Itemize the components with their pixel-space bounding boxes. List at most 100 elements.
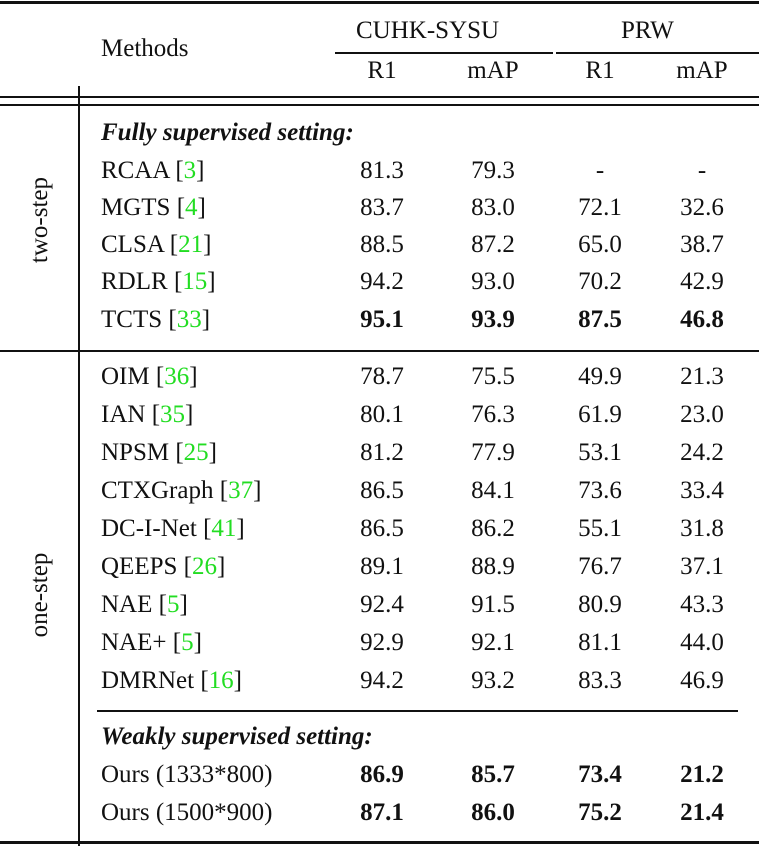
prw-r1: - [595, 157, 605, 184]
prw-r1: 81.1 [578, 629, 622, 656]
cuhk-r1: 86.5 [360, 477, 404, 504]
citation-link[interactable]: 26 [191, 553, 217, 580]
prw-header: PRW [621, 17, 674, 44]
prw-r1: 73.4 [578, 761, 622, 788]
cuhk-r1: 92.9 [360, 629, 404, 656]
weak-cmidrule [97, 710, 738, 712]
prw-r1: 61.9 [578, 401, 622, 428]
cuhk-cmidrule [335, 52, 553, 54]
prw-cmidrule [556, 52, 759, 54]
cuhk-map: 79.3 [471, 157, 515, 184]
cuhk-map-header: mAP [467, 57, 519, 84]
cuhk-map: 87.2 [471, 231, 515, 258]
method-name: IAN [35] [101, 401, 194, 428]
prw-map-header: mAP [676, 57, 728, 84]
two-step-label: two-step [26, 176, 53, 264]
method-name: Ours (1333*800) [101, 761, 273, 788]
cuhk-r1: 89.1 [360, 553, 404, 580]
prw-r1: 55.1 [578, 515, 622, 542]
prw-map: 37.1 [680, 553, 724, 580]
citation-link[interactable]: 25 [183, 439, 209, 466]
cuhk-sysu-header: CUHK-SYSU [356, 17, 500, 44]
prw-map: 21.2 [680, 761, 724, 788]
prw-map: 38.7 [680, 231, 724, 258]
citation-link[interactable]: 5 [166, 591, 180, 618]
cuhk-map: 86.2 [471, 515, 515, 542]
cuhk-r1-header: R1 [367, 57, 397, 84]
method-name: NAE [5] [101, 591, 188, 618]
citation-link[interactable]: 21 [178, 231, 204, 258]
header-double-rule-1 [0, 96, 759, 98]
cuhk-map: 84.1 [471, 477, 515, 504]
bottom-rule [0, 841, 759, 844]
method-name: CTXGraph [37] [101, 477, 262, 504]
method-name: TCTS [33] [101, 306, 211, 333]
prw-r1: 80.9 [578, 591, 622, 618]
cuhk-map: 86.0 [471, 799, 515, 826]
cuhk-r1: 81.2 [360, 439, 404, 466]
cuhk-map: 85.7 [471, 761, 515, 788]
prw-map: 46.9 [680, 667, 724, 694]
prw-r1: 73.6 [578, 477, 622, 504]
cuhk-r1: 86.5 [360, 515, 404, 542]
methods-header: Methods [101, 35, 189, 62]
prw-r1: 72.1 [578, 194, 622, 221]
cuhk-r1: 87.1 [360, 799, 404, 826]
prw-map: 21.3 [680, 363, 724, 390]
cuhk-r1: 86.9 [360, 761, 404, 788]
cuhk-map: 77.9 [471, 439, 515, 466]
cuhk-r1: 94.2 [360, 268, 404, 295]
cuhk-r1: 78.7 [360, 363, 404, 390]
citation-link[interactable]: 35 [160, 401, 186, 428]
prw-r1: 87.5 [578, 306, 622, 333]
method-name: OIM [36] [101, 363, 198, 390]
prw-r1: 53.1 [578, 439, 622, 466]
method-name: Ours (1500*900) [101, 799, 273, 826]
cuhk-r1: 92.4 [360, 591, 404, 618]
prw-r1-header: R1 [585, 57, 615, 84]
cuhk-r1: 95.1 [360, 306, 404, 333]
method-name: RDLR [15] [101, 268, 216, 295]
prw-map: 31.8 [680, 515, 724, 542]
citation-link[interactable]: 33 [176, 306, 202, 333]
cuhk-r1: 88.5 [360, 231, 404, 258]
method-name: NAE+ [5] [101, 629, 202, 656]
cuhk-map: 91.5 [471, 591, 515, 618]
method-name: MGTS [4] [101, 194, 206, 221]
top-rule [0, 1, 759, 4]
fully-supervised-heading: Fully supervised setting: [101, 119, 354, 146]
citation-link[interactable]: 41 [211, 515, 237, 542]
prw-map: 44.0 [680, 629, 724, 656]
cuhk-map: 93.0 [471, 268, 515, 295]
method-name: QEEPS [26] [101, 553, 226, 580]
prw-map: - [697, 157, 707, 184]
prw-r1: 75.2 [578, 799, 622, 826]
method-name: NPSM [25] [101, 439, 217, 466]
prw-map: 24.2 [680, 439, 724, 466]
citation-link[interactable]: 4 [185, 194, 198, 221]
cuhk-map: 76.3 [471, 401, 515, 428]
cuhk-map: 88.9 [471, 553, 515, 580]
prw-r1: 65.0 [578, 231, 622, 258]
vertical-divider [78, 86, 80, 846]
citation-link[interactable]: 37 [228, 477, 254, 504]
cuhk-map: 93.9 [471, 306, 515, 333]
prw-r1: 83.3 [578, 667, 622, 694]
method-name: DC-I-Net [41] [101, 515, 245, 542]
one-step-label: one-step [26, 552, 53, 638]
weakly-supervised-heading: Weakly supervised setting: [101, 723, 373, 750]
citation-link[interactable]: 5 [181, 629, 194, 656]
cuhk-map: 93.2 [471, 667, 515, 694]
cuhk-map: 83.0 [471, 194, 515, 221]
prw-map: 23.0 [680, 401, 724, 428]
prw-map: 21.4 [680, 799, 724, 826]
header-double-rule-2 [0, 104, 759, 106]
citation-link[interactable]: 15 [182, 268, 208, 295]
prw-r1: 70.2 [578, 268, 622, 295]
section-mid-rule [0, 350, 759, 352]
prw-map: 33.4 [680, 477, 724, 504]
citation-link[interactable]: 16 [208, 667, 234, 694]
method-name: DMRNet [16] [101, 667, 242, 694]
citation-link[interactable]: 36 [164, 363, 190, 390]
citation-link[interactable]: 3 [183, 157, 197, 184]
